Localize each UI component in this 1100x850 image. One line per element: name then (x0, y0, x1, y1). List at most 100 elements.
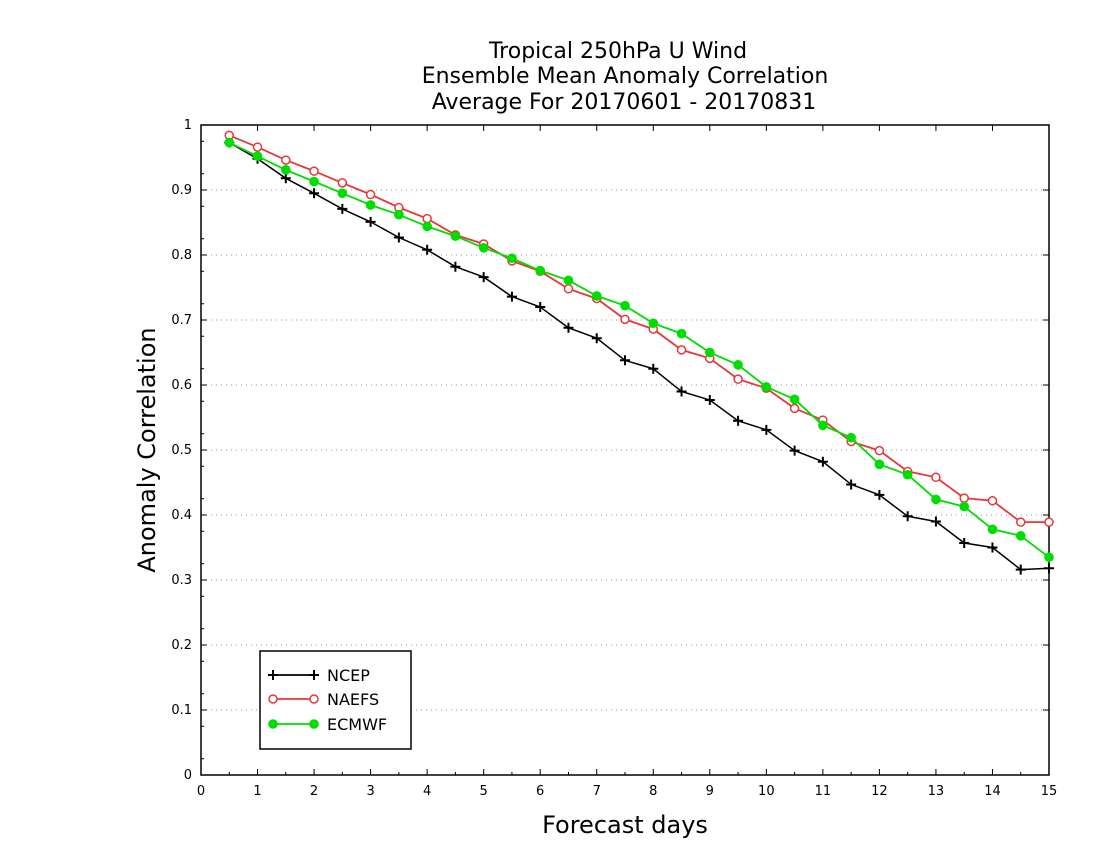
x-tick-label: 11 (815, 784, 832, 799)
y-tick-label: 0.4 (171, 508, 192, 523)
title-line-2: Ensemble Mean Anomaly Correlation (422, 64, 829, 89)
data-point (337, 203, 348, 214)
series-line (228, 134, 1049, 523)
data-point (789, 394, 800, 405)
data-point (478, 243, 489, 253)
data-point (846, 432, 856, 443)
y-tick-label: 0.3 (171, 573, 192, 588)
data-point (987, 524, 998, 535)
data-point (365, 216, 376, 227)
data-point (281, 165, 291, 175)
data-point (309, 188, 320, 199)
axis-ticks: 00.10.20.30.40.50.60.70.80.910 1 2 3 4 5 6 7 8 9 1… (171, 118, 1057, 799)
data-point (789, 445, 800, 456)
data-point (563, 284, 574, 294)
grid-lines (201, 189, 1049, 711)
data-point (337, 188, 348, 199)
x-tick-label: 4 (423, 784, 431, 799)
data-point (1044, 563, 1054, 574)
legend-box (259, 650, 412, 750)
data-point (846, 479, 857, 490)
x-axis-title: Forecast days (542, 811, 708, 839)
data-point (252, 142, 263, 152)
data-point (902, 469, 913, 480)
data-point (268, 670, 278, 680)
data-point (422, 244, 433, 255)
legend-label: NCEP (327, 666, 370, 685)
y-tick-label: 1 (184, 118, 192, 133)
data-point (648, 363, 659, 374)
data-point (1044, 517, 1054, 527)
data-point (309, 694, 319, 704)
data-point (620, 314, 630, 325)
legend-item-ecmwf: ECMWF (268, 715, 387, 734)
y-tick-label: 0.5 (171, 443, 192, 458)
x-tick-label: 8 (649, 784, 657, 799)
x-tick-label: 15 (1041, 784, 1058, 799)
data-point (930, 516, 941, 527)
data-point (704, 394, 715, 405)
y-tick-label: 0 (184, 768, 192, 783)
y-axis-title: Anomaly Correlation (133, 327, 161, 572)
data-point (874, 445, 885, 456)
data-point (450, 261, 461, 272)
x-tick-label: 14 (984, 784, 1001, 799)
data-point (268, 694, 278, 704)
data-point (591, 291, 602, 301)
series-ncep (224, 137, 1054, 575)
title-line-3: Average For 20170601 - 20170831 (432, 90, 817, 115)
data-point (337, 178, 348, 188)
data-point (1015, 564, 1026, 575)
data-point (1044, 552, 1054, 563)
data-point (393, 232, 404, 243)
data-point (959, 493, 969, 503)
data-point (620, 355, 630, 366)
data-point (676, 386, 687, 397)
legend: NCEP NAEFS ECMWF (259, 650, 412, 750)
data-point (761, 382, 772, 392)
data-point (309, 166, 319, 176)
data-point (676, 328, 687, 339)
data-point (450, 231, 461, 241)
data-point (902, 511, 913, 522)
y-tick-label: 0.9 (171, 183, 192, 198)
data-point (422, 221, 432, 232)
data-point (817, 456, 828, 467)
data-point (705, 347, 715, 358)
data-point (761, 424, 772, 435)
data-point (507, 253, 517, 264)
x-tick-label: 10 (758, 784, 775, 799)
data-point (394, 209, 404, 220)
data-point (563, 322, 574, 333)
x-tick-label: 13 (928, 784, 945, 799)
y-tick-label: 0.6 (171, 378, 192, 393)
series-line (228, 141, 1050, 559)
data-point (874, 489, 885, 500)
x-tick-label: 5 (480, 784, 488, 799)
data-point (591, 333, 602, 344)
data-point (620, 300, 630, 311)
data-point (959, 501, 969, 512)
data-point (931, 494, 941, 505)
data-point (365, 189, 376, 200)
y-tick-label: 0.1 (171, 703, 192, 718)
data-point (733, 415, 744, 426)
x-tick-label: 0 (197, 784, 205, 799)
data-point (563, 275, 574, 286)
data-point (931, 472, 941, 483)
series-layer (224, 130, 1054, 575)
data-point (987, 542, 998, 553)
data-point (422, 213, 432, 224)
y-tick-label: 0.8 (171, 248, 192, 263)
data-point (309, 719, 319, 729)
data-point (252, 151, 263, 161)
legend-label: ECMWF (327, 715, 387, 734)
data-point (648, 318, 659, 329)
y-tick-label: 0.2 (171, 638, 192, 653)
chart-title: Tropical 250hPa U Wind Ensemble Mean Ano… (422, 39, 829, 115)
series-line (228, 141, 1050, 571)
data-point (1015, 531, 1026, 541)
data-point (789, 403, 800, 414)
data-point (506, 291, 517, 302)
legend-item-naefs: NAEFS (268, 690, 379, 709)
